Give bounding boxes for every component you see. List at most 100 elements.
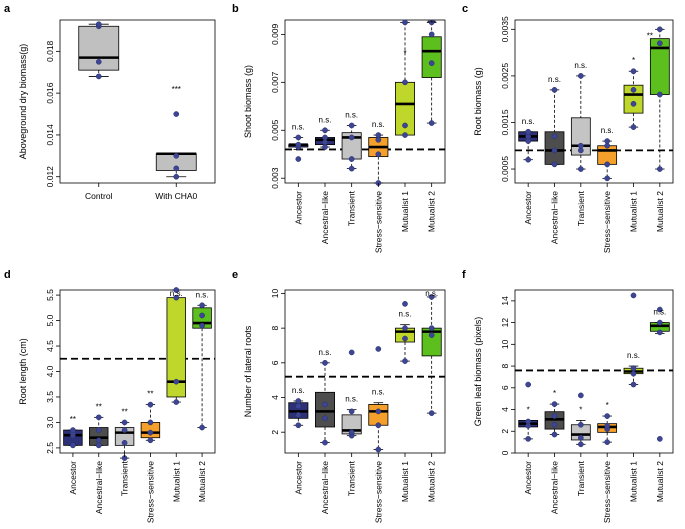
plot-frame: [514, 289, 674, 454]
data-point: [348, 134, 355, 141]
data-point: [322, 134, 328, 141]
data-point: [322, 359, 328, 366]
data-point: [295, 412, 302, 418]
plot-frame: [284, 289, 446, 454]
significance-label: *: [632, 56, 635, 65]
y-tick-label: 0.007: [270, 71, 280, 93]
panel-c: c 0.0005 0.0015 0.0025 0.0035 Root biomass (g…: [462, 3, 674, 253]
y-tick-label: 4: [500, 407, 510, 412]
box-5: n.s.: [623, 292, 644, 388]
panel-f: f 0 2 4 6 8 10 12 14 Green leaf biomass (pixels) *…: [462, 269, 674, 523]
data-point: [348, 349, 355, 356]
y-axis-label: Aboveground dry biomass(g): [18, 44, 28, 160]
significance-label: n.s.: [627, 351, 640, 360]
data-point: [375, 422, 382, 429]
box-3: *: [570, 392, 591, 448]
significance-label: n.s.: [170, 289, 183, 298]
plot-frame: [284, 19, 446, 184]
x-tick-label: Mutualist 1: [400, 461, 410, 502]
data-point: [322, 139, 328, 146]
y-tick-label: 0.009: [270, 23, 280, 45]
y-tick-label: 0.0005: [500, 156, 510, 182]
panel-letter: a: [4, 3, 11, 15]
x-tick-label: Mutualist 2: [655, 191, 665, 232]
data-point: [630, 87, 637, 93]
significance-label: n.s.: [345, 110, 358, 119]
data-point: [428, 31, 435, 38]
y-tick-label: 0.012: [45, 166, 55, 188]
data-point: [551, 413, 558, 419]
y-tick-label: 3.5: [45, 391, 55, 403]
y-tick-label: 4.5: [45, 340, 55, 352]
y-tick-label: 8: [500, 363, 510, 368]
significance-label: *: [579, 405, 582, 414]
y-axis-label: Number of lateral roots: [243, 325, 253, 417]
data-point: [199, 424, 205, 431]
significance-label: n.s.: [399, 310, 412, 319]
data-point: [604, 422, 611, 429]
x-tick-label: Transient: [347, 190, 357, 226]
data-point: [428, 294, 435, 300]
data-point: [199, 322, 205, 329]
x-tick-label: Mutualist 1: [629, 191, 639, 232]
panel-letter: d: [4, 269, 11, 281]
data-point: [95, 442, 102, 449]
panel-letter: f: [462, 269, 466, 281]
data-point: [551, 401, 558, 407]
box-4: n.s.: [368, 120, 389, 186]
box-1: [78, 21, 120, 80]
data-point: [121, 427, 128, 433]
data-point: [525, 436, 532, 442]
data-point: [95, 414, 102, 421]
significance-label: n.s.: [601, 126, 614, 135]
data-point: [551, 431, 558, 438]
data-point: [604, 413, 611, 419]
significance-label: n.s.: [372, 120, 385, 129]
x-tick-label: Mutualist 1: [400, 191, 410, 232]
data-point: [604, 138, 611, 144]
box-2: *: [544, 389, 565, 438]
data-point: [577, 166, 584, 172]
data-point: [173, 111, 180, 117]
data-point: [577, 73, 584, 79]
x-tick-label: Transient: [120, 460, 130, 496]
box-5: n.s.: [166, 287, 186, 405]
data-point: [656, 26, 663, 33]
box-iqr: [421, 36, 442, 78]
data-point: [428, 19, 435, 26]
y-tick-label: 10: [500, 339, 510, 349]
data-point: [147, 437, 154, 444]
data-point: [402, 335, 408, 342]
significance-label: ***: [427, 19, 436, 28]
data-point: [95, 427, 102, 433]
significance-label: n.s.: [196, 290, 209, 299]
panel-a: a 0.012 0.014 0.016 0.018 Aboveground dry bio…: [4, 3, 216, 201]
box-iqr: [368, 404, 389, 426]
data-point: [199, 302, 205, 309]
data-point: [173, 173, 180, 180]
box-2: **: [89, 402, 109, 449]
y-tick-label: 2: [500, 429, 510, 434]
data-point: [656, 329, 663, 336]
significance-label: *: [403, 49, 406, 58]
y-axis-label: Green leaf biomass (pixels): [473, 317, 483, 427]
y-tick-label: 0.016: [45, 82, 55, 104]
data-point: [322, 401, 328, 408]
box-6: **: [647, 26, 670, 172]
x-tick-label: Stress−sensitive: [602, 191, 612, 253]
box-6: n.s.: [192, 290, 212, 431]
data-point: [551, 421, 558, 428]
box-1: n.s.: [288, 386, 309, 429]
plot-frame: [59, 19, 216, 184]
significance-label: *: [527, 405, 530, 414]
data-point: [70, 427, 76, 433]
data-point: [577, 441, 584, 448]
x-tick-label: Ancestor: [293, 461, 303, 495]
significance-label: *: [606, 401, 609, 410]
data-point: [295, 156, 302, 162]
data-point: [428, 325, 435, 331]
data-point: [577, 421, 584, 428]
x-tick-label: Ancestor: [293, 191, 303, 225]
box-4: **: [140, 390, 161, 444]
data-point: [525, 128, 532, 135]
